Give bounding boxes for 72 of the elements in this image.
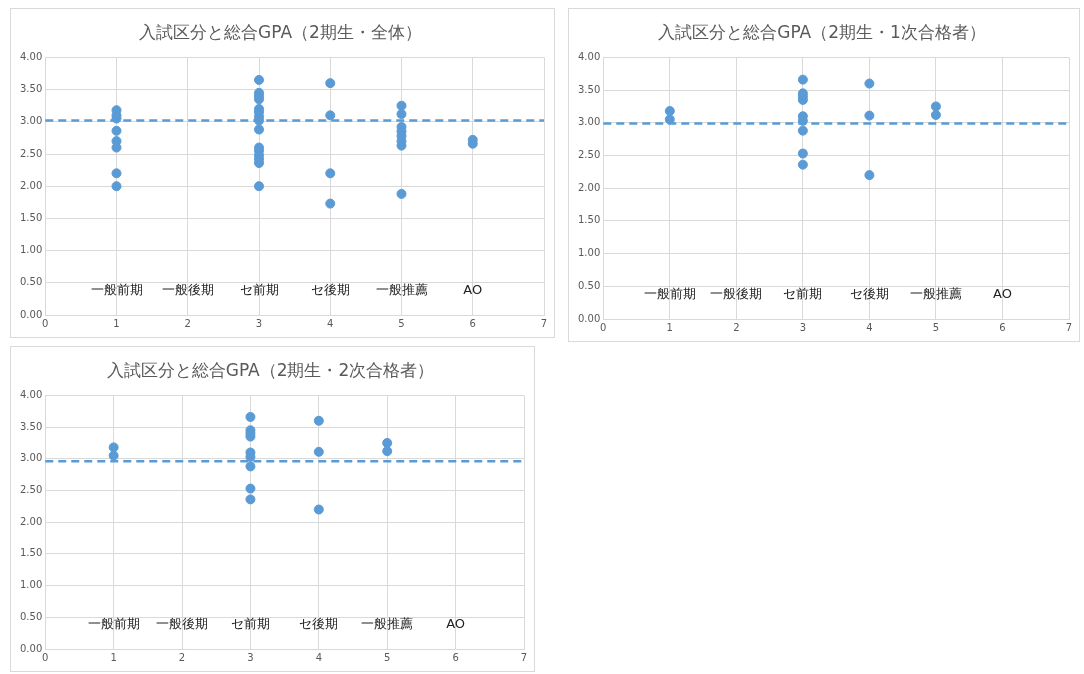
x-tick-label: 4 <box>327 317 334 329</box>
x-tick-label: 2 <box>178 651 186 663</box>
x-tick-label: 7 <box>520 651 528 663</box>
x-tick-label: 1 <box>113 317 120 329</box>
y-tick-label: 2.50 <box>20 484 43 496</box>
y-tick-label: 2.00 <box>20 515 43 527</box>
x-tick-label: 1 <box>666 321 673 333</box>
y-tick-label: 2.50 <box>20 147 43 159</box>
x-tick-label: 0 <box>600 321 607 333</box>
annotation: 一般推薦 <box>909 285 962 301</box>
annotation: セ前期 <box>239 281 279 297</box>
annotation: 一般後期 <box>156 616 209 632</box>
y-tick-label: 0.50 <box>20 276 43 288</box>
x-tick-label: 0 <box>42 651 49 663</box>
chart-title: 入試区分と総合GPA（2期生・2次合格者） <box>106 359 435 380</box>
x-tick-label: 2 <box>733 321 740 333</box>
y-tick-label: 1.00 <box>578 247 601 259</box>
x-tick-label: 1 <box>110 651 117 663</box>
x-tick-label: 5 <box>932 321 940 333</box>
y-tick-label: 0.00 <box>578 312 601 324</box>
x-tick-label: 0 <box>42 317 49 329</box>
y-tick-label: 4.00 <box>20 50 43 62</box>
y-tick-label: 3.50 <box>20 83 43 95</box>
annotation: 一般後期 <box>161 281 214 297</box>
y-tick-label: 1.00 <box>20 244 43 256</box>
y-tick-label: 0.50 <box>20 610 43 622</box>
y-tick-label: 4.00 <box>20 388 43 400</box>
x-tick-label: 7 <box>540 317 548 329</box>
annotation: AO <box>446 616 466 632</box>
y-tick-label: 4.00 <box>578 50 601 62</box>
chart-title: 入試区分と総合GPA（2期生・1次合格者） <box>658 21 986 42</box>
y-tick-label: 1.50 <box>578 214 601 226</box>
y-tick-label: 3.50 <box>578 83 601 95</box>
chart-title: 入試区分と総合GPA（2期生・全体） <box>139 21 422 42</box>
x-tick-label: 5 <box>384 651 391 663</box>
x-tick-label: 4 <box>866 321 873 333</box>
y-tick-label: 0.50 <box>578 279 601 291</box>
x-tick-label: 3 <box>255 317 263 329</box>
annotation: セ後期 <box>310 281 350 297</box>
x-tick-label: 6 <box>999 321 1006 333</box>
annotation: 一般後期 <box>710 285 763 301</box>
x-tick-label: 3 <box>799 321 807 333</box>
annotation: セ前期 <box>783 285 823 301</box>
x-tick-label: 6 <box>469 317 476 329</box>
y-tick-label: 2.00 <box>578 181 601 193</box>
annotation: 一般推薦 <box>375 281 428 297</box>
annotation: セ後期 <box>849 285 889 301</box>
annotation: 一般前期 <box>90 281 143 297</box>
annotation: AO <box>993 285 1012 301</box>
y-tick-label: 0.00 <box>20 308 43 320</box>
y-tick-label: 3.00 <box>20 115 43 127</box>
annotation: 一般前期 <box>643 285 696 301</box>
y-tick-label: 1.50 <box>20 547 43 559</box>
y-tick-label: 3.50 <box>20 420 43 432</box>
annotation: セ前期 <box>230 616 270 632</box>
x-tick-label: 4 <box>315 651 323 663</box>
annotation: セ後期 <box>299 616 339 632</box>
annotation: AO <box>463 281 483 297</box>
y-tick-label: 1.00 <box>20 579 43 591</box>
y-tick-label: 2.50 <box>578 149 601 161</box>
annotation: 一般推薦 <box>361 616 414 632</box>
y-tick-label: 2.00 <box>20 179 43 191</box>
x-tick-label: 2 <box>184 317 191 329</box>
y-tick-label: 1.50 <box>20 211 43 223</box>
x-tick-label: 3 <box>247 651 254 663</box>
x-tick-label: 7 <box>1065 321 1073 333</box>
y-tick-label: 3.00 <box>578 116 601 128</box>
y-tick-label: 3.00 <box>20 452 43 464</box>
annotation: 一般前期 <box>87 616 140 632</box>
x-tick-label: 6 <box>452 651 459 663</box>
x-tick-label: 5 <box>398 317 405 329</box>
y-tick-label: 0.00 <box>20 642 43 654</box>
